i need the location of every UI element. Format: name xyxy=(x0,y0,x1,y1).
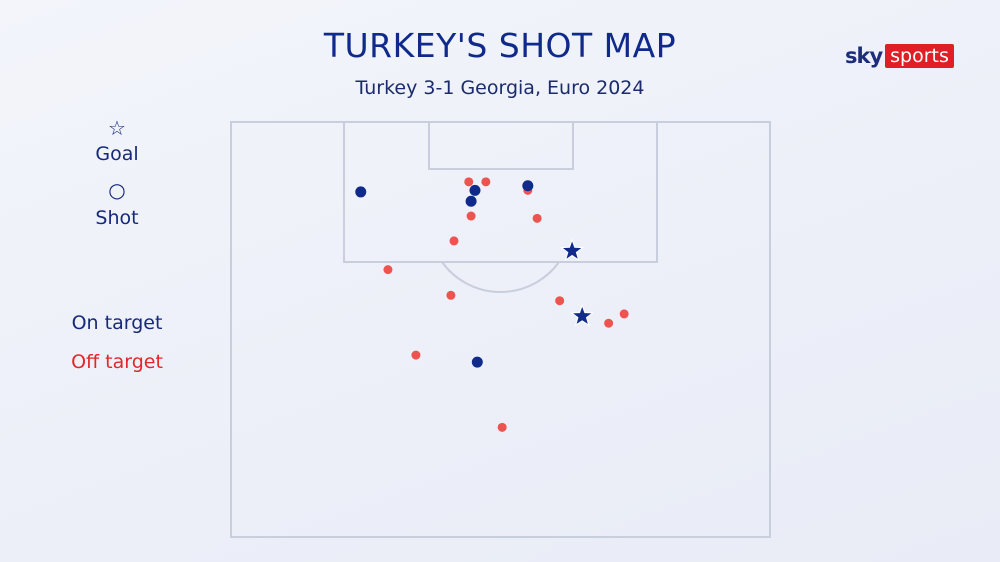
logo-sports: sports xyxy=(885,44,954,68)
shot-off-target-mark xyxy=(481,177,491,187)
shot-off-target-mark xyxy=(411,350,421,360)
pitch-outline xyxy=(230,121,771,538)
chart-subtitle: Turkey 3-1 Georgia, Euro 2024 xyxy=(355,77,645,99)
legend-goal: Goal xyxy=(95,143,139,165)
six-yard-box xyxy=(428,121,574,170)
shot-off-target-mark xyxy=(532,213,542,223)
star-icon: ☆ xyxy=(108,116,126,140)
legend-shot: Shot xyxy=(95,207,139,229)
shot-off-target-mark xyxy=(555,296,565,306)
shot-off-target-mark xyxy=(619,309,629,319)
chart-title: TURKEY'S SHOT MAP xyxy=(323,26,677,65)
goal-mark xyxy=(570,303,595,327)
shot-off-target-mark xyxy=(383,265,393,275)
legend-on-target: On target xyxy=(71,312,163,334)
logo-sky: sky xyxy=(845,44,883,68)
shot-on-target-mark xyxy=(522,180,534,192)
shot-on-target-mark xyxy=(471,356,483,368)
goal-mark xyxy=(560,238,584,262)
shot-on-target-mark xyxy=(465,195,477,207)
penalty-box xyxy=(343,121,658,263)
shot-off-target-mark xyxy=(446,290,456,300)
sky-sports-logo: sky sports xyxy=(845,44,954,68)
shot-off-target-mark xyxy=(449,236,459,246)
shot-on-target-mark xyxy=(469,184,481,196)
circle-icon: ○ xyxy=(108,178,126,202)
legend-off-target: Off target xyxy=(71,351,163,373)
shot-off-target-mark xyxy=(604,318,614,328)
shot-off-target-mark xyxy=(464,177,474,187)
shot-off-target-mark xyxy=(497,422,507,432)
shot-on-target-mark xyxy=(355,186,367,198)
penalty-arc xyxy=(441,261,560,294)
shot-off-target-mark xyxy=(466,211,476,221)
